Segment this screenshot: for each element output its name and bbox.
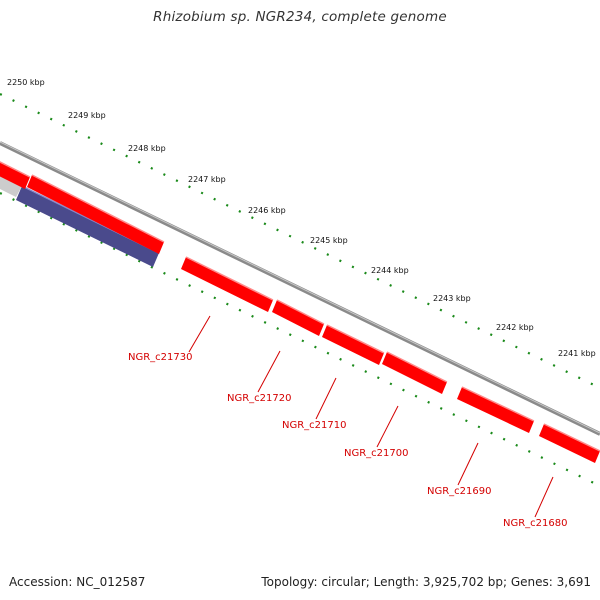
scale-label: 2244 kbp (371, 266, 409, 275)
scale-label: 2243 kbp (433, 294, 471, 303)
gene-leader-line (534, 476, 554, 518)
forward-gene-block (539, 424, 600, 463)
scale-label: 2247 kbp (188, 175, 226, 184)
forward-gene-block (0, 162, 30, 189)
scale-label: 2246 kbp (248, 206, 286, 215)
gene-leader-line (188, 315, 211, 353)
gene-label: NGR_c21690 (427, 486, 492, 497)
forward-gene-highlight (326, 324, 385, 354)
forward-gene-highlight (461, 386, 535, 422)
forward-gene-highlight (31, 174, 165, 243)
scale-label: 2248 kbp (128, 144, 166, 153)
inner-tick-ring (0, 192, 600, 487)
genome-backbone-highlight (0, 141, 600, 434)
genome-backbone (0, 141, 600, 436)
forward-gene-block (27, 175, 164, 254)
accession-label: Accession: NC_012587 (9, 575, 146, 589)
gene-label: NGR_c21710 (282, 420, 347, 431)
gene-leader-line (457, 442, 479, 486)
forward-gene-block (181, 257, 273, 312)
blue-gene (16, 186, 159, 267)
forward-gene-block (322, 325, 384, 365)
forward-gene-highlight (543, 423, 600, 452)
gene-label: NGR_c21680 (503, 518, 568, 529)
gene-label: NGR_c21720 (227, 393, 292, 404)
gene-leader-line (257, 350, 281, 393)
forward-gene-block (272, 300, 324, 336)
gene-leader-line (315, 377, 337, 420)
outer-tick-ring (0, 93, 600, 389)
scale-label: 2245 kbp (310, 236, 348, 245)
forward-gene-block (382, 352, 447, 394)
genome-summary: Topology: circular; Length: 3,925,702 bp… (261, 575, 591, 589)
scale-label: 2241 kbp (558, 349, 596, 358)
reverse-strand-features (0, 175, 160, 267)
gene-labels: NGR_c21730 NGR_c21720 NGR_c21710 NGR_c21700… (128, 315, 568, 529)
map-title: Rhizobium sp. NGR234, complete genome (153, 9, 447, 25)
gene-label: NGR_c21730 (128, 352, 193, 363)
forward-gene-highlight (185, 256, 274, 301)
forward-gene-highlight (276, 299, 325, 325)
forward-gene-highlight (386, 351, 448, 383)
forward-gene-highlight (0, 161, 31, 178)
scale-label: 2242 kbp (496, 323, 534, 332)
scale-labels: 2250 kbp 2249 kbp 2248 kbp 2247 kbp 2246 kbp… (7, 78, 596, 358)
gene-label: NGR_c21700 (344, 448, 409, 459)
scale-label: 2250 kbp (7, 78, 45, 87)
scale-label: 2249 kbp (68, 111, 106, 120)
forward-gene-block (457, 387, 534, 433)
grey-feature (0, 175, 22, 197)
gene-leader-line (376, 405, 399, 448)
forward-genes (0, 161, 600, 463)
